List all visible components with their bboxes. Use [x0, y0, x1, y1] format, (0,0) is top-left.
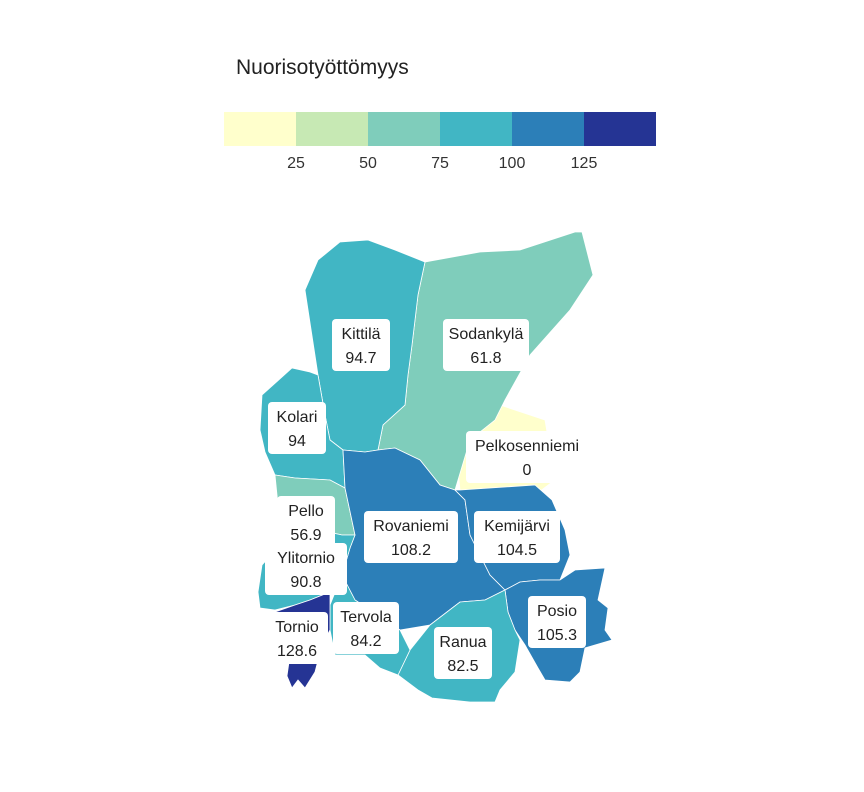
- label-box: [265, 543, 347, 595]
- label-box: [528, 596, 586, 648]
- legend-tick: 75: [431, 155, 449, 172]
- label-kolari: Kolari 94: [268, 402, 326, 454]
- label-box: [333, 602, 399, 654]
- region-value: 56.9: [290, 527, 321, 544]
- legend-swatch: [440, 112, 512, 146]
- region-name: Posio: [537, 603, 577, 620]
- region-name: Kittilä: [341, 326, 380, 343]
- region-value: 94.7: [345, 350, 376, 367]
- label-kemijarvi: Kemijärvi 104.5: [474, 511, 560, 563]
- label-posio: Posio 105.3: [528, 596, 586, 648]
- legend-swatch: [512, 112, 584, 146]
- legend-title: Nuorisotyöttömyys: [236, 56, 409, 79]
- label-box: [364, 511, 458, 563]
- region-name: Ranua: [439, 634, 486, 651]
- region-name: Rovaniemi: [373, 518, 449, 535]
- legend-tick: 50: [359, 155, 377, 172]
- region-name: Pello: [288, 503, 324, 520]
- label-box: [268, 402, 326, 454]
- label-tornio: Tornio 128.6: [266, 612, 328, 664]
- region-value: 82.5: [447, 658, 478, 675]
- legend-swatch: [224, 112, 296, 146]
- label-box: [277, 496, 335, 548]
- label-box: [474, 511, 560, 563]
- region-name: Ylitornio: [277, 550, 335, 567]
- label-kittila: Kittilä 94.7: [332, 319, 390, 371]
- label-box: [443, 319, 529, 371]
- legend-color-bar: [224, 112, 656, 146]
- region-name: Kolari: [277, 409, 318, 426]
- region-value: 94: [288, 433, 306, 450]
- region-name: Tervola: [340, 609, 392, 626]
- label-pelkosenniemi: Pelkosenniemi 0: [466, 431, 588, 483]
- label-rovaniemi: Rovaniemi 108.2: [364, 511, 458, 563]
- legend-swatch: [368, 112, 440, 146]
- label-box: [434, 627, 492, 679]
- label-box: [266, 612, 328, 664]
- region-value: 104.5: [497, 542, 537, 559]
- label-sodankyla: Sodankylä 61.8: [443, 319, 529, 371]
- region-name: Pelkosenniemi: [475, 438, 579, 455]
- legend-tick: 100: [498, 155, 526, 172]
- region-name: Tornio: [275, 619, 319, 636]
- region-value: 105.3: [537, 627, 577, 644]
- label-tervola: Tervola 84.2: [333, 602, 399, 654]
- region-name: Sodankylä: [449, 326, 524, 343]
- region-value: 108.2: [391, 542, 431, 559]
- region-value: 90.8: [290, 574, 321, 591]
- label-ylitornio: Ylitornio 90.8: [265, 543, 347, 595]
- region-value: 0: [523, 462, 532, 479]
- legend-tick: 125: [570, 155, 598, 172]
- label-ranua: Ranua 82.5: [434, 627, 492, 679]
- region-value: 61.8: [470, 350, 501, 367]
- region-name: Kemijärvi: [484, 518, 550, 535]
- legend-swatch: [584, 112, 656, 146]
- region-value: 128.6: [277, 643, 317, 660]
- legend-tick: 25: [287, 155, 305, 172]
- label-box: [466, 431, 588, 483]
- legend-swatch: [296, 112, 368, 146]
- region-value: 84.2: [350, 633, 381, 650]
- label-pello: Pello 56.9: [277, 496, 335, 548]
- label-box: [332, 319, 390, 371]
